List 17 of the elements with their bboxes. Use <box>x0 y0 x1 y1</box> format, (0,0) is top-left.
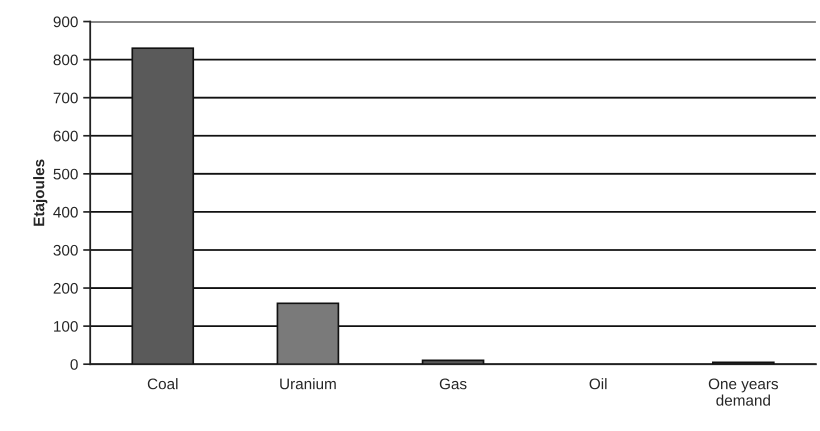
y-tick-label: 100 <box>54 320 78 332</box>
y-tick-label: 300 <box>53 244 78 256</box>
x-tick-label: Gas <box>440 378 467 390</box>
y-axis-title: Etajoules <box>33 160 48 226</box>
x-tick-label: Coal <box>148 378 178 390</box>
y-tick-label: 700 <box>54 92 78 104</box>
y-tick-label: 200 <box>54 282 78 294</box>
y-tick-label: 600 <box>54 130 78 142</box>
y-tick-label: 900 <box>54 16 78 28</box>
x-tick-label: One years demand <box>708 378 778 406</box>
x-tick-label: Uranium <box>280 378 336 390</box>
y-tick-label: 800 <box>54 54 78 66</box>
y-tick-label: 500 <box>54 168 78 180</box>
y-tick-label: 0 <box>70 359 78 370</box>
y-tick-label: 400 <box>53 206 78 218</box>
x-tick-label: Oil <box>590 378 607 390</box>
bar <box>422 360 484 364</box>
